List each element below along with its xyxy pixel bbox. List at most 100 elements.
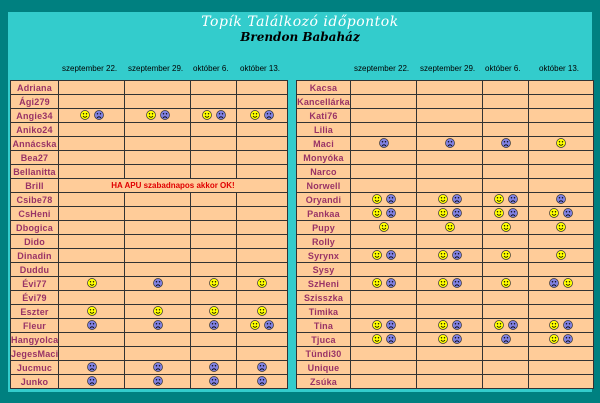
availability-cell <box>124 94 191 109</box>
sad-smiley-icon <box>500 334 511 345</box>
availability-cell <box>528 346 594 361</box>
availability-cell <box>528 80 594 95</box>
sad-smiley-icon <box>451 208 462 219</box>
availability-cell <box>416 150 483 165</box>
member-name: Kacsa <box>296 80 351 95</box>
availability-cell <box>416 290 483 305</box>
member-name: Kancellárka <box>296 94 351 109</box>
availability-cell <box>528 108 594 123</box>
right-schedule-table: Kacsa Kancellárka Kati76 Lilia Maci Monyóka Na… <box>296 80 594 389</box>
sad-smiley-icon <box>257 362 267 373</box>
sad-smiley-icon <box>86 362 97 373</box>
happy-smiley-icon <box>208 306 219 317</box>
table-row: Brill HA APU szabadnapos akkor OK! <box>10 178 288 193</box>
sad-smiley-icon <box>86 376 97 387</box>
happy-smiley-icon <box>493 320 504 331</box>
availability-cell <box>190 248 237 263</box>
table-row: Sysy <box>296 262 594 277</box>
availability-cell <box>482 262 529 277</box>
availability-cell <box>350 332 417 347</box>
availability-cell <box>350 206 417 221</box>
member-name: Eszter <box>10 304 59 319</box>
sad-smiley-icon <box>385 250 396 261</box>
availability-cell <box>350 164 417 179</box>
member-name: Dbogica <box>10 220 59 235</box>
sad-smiley-icon <box>208 362 219 373</box>
sad-smiley-icon <box>264 110 274 121</box>
availability-cell <box>482 192 529 207</box>
availability-cell <box>190 234 237 249</box>
availability-cell <box>416 360 483 375</box>
happy-smiley-icon <box>556 250 566 261</box>
sad-smiley-icon <box>385 320 396 331</box>
happy-smiley-icon <box>437 278 448 289</box>
sad-smiley-icon <box>159 110 170 121</box>
happy-smiley-icon <box>437 334 448 345</box>
availability-cell <box>482 108 529 123</box>
happy-smiley-icon <box>86 278 97 289</box>
availability-cell <box>190 206 237 221</box>
sad-smiley-icon <box>215 110 226 121</box>
sad-smiley-icon <box>208 320 219 331</box>
availability-cell <box>58 248 125 263</box>
member-name: Tjuca <box>296 332 351 347</box>
availability-cell <box>416 374 483 389</box>
table-row: Tina <box>296 318 594 333</box>
availability-cell <box>350 346 417 361</box>
availability-cell <box>190 276 237 291</box>
left-schedule-table: Adriana Ági279 Angie34 Aniko24 Annácska Bea27… <box>10 80 288 389</box>
member-name: Annácska <box>10 136 59 151</box>
page-subtitle: Brendon Babaház <box>240 30 360 44</box>
availability-cell <box>350 248 417 263</box>
availability-cell <box>190 136 237 151</box>
table-row: Hangyolca <box>10 332 288 347</box>
happy-smiley-icon <box>549 208 559 219</box>
availability-cell <box>416 248 483 263</box>
availability-cell <box>58 136 125 151</box>
availability-cell <box>528 164 594 179</box>
table-row: Jucmuc <box>10 360 288 375</box>
availability-cell <box>416 262 483 277</box>
availability-cell <box>236 164 288 179</box>
availability-cell <box>482 346 529 361</box>
availability-cell <box>236 304 288 319</box>
availability-cell <box>482 80 529 95</box>
happy-smiley-icon <box>208 278 219 289</box>
sad-smiley-icon <box>93 110 104 121</box>
member-name: Aniko24 <box>10 122 59 137</box>
availability-cell <box>416 206 483 221</box>
sad-smiley-icon <box>86 320 97 331</box>
table-row: Bellanitta <box>10 164 288 179</box>
happy-smiley-icon <box>437 208 448 219</box>
member-name: Lilia <box>296 122 351 137</box>
sad-smiley-icon <box>563 334 573 345</box>
availability-cell <box>236 360 288 375</box>
happy-smiley-icon <box>437 194 448 205</box>
availability-cell <box>124 332 191 347</box>
table-row: Narco <box>296 164 594 179</box>
availability-cell <box>528 178 594 193</box>
availability-cell <box>350 136 417 151</box>
availability-cell <box>124 262 191 277</box>
member-name: Hangyolca <box>10 332 59 347</box>
availability-cell <box>124 150 191 165</box>
availability-cell <box>58 276 125 291</box>
availability-cell <box>482 178 529 193</box>
sad-smiley-icon <box>378 138 389 149</box>
happy-smiley-icon <box>201 110 212 121</box>
availability-cell <box>236 220 288 235</box>
availability-cell <box>124 234 191 249</box>
availability-cell <box>58 220 125 235</box>
table-row: Norwell <box>296 178 594 193</box>
availability-cell <box>124 108 191 123</box>
availability-cell <box>528 192 594 207</box>
member-name: Ági279 <box>10 94 59 109</box>
availability-cell <box>58 94 125 109</box>
page-title: Topík Találkozó időpontok <box>201 14 399 30</box>
availability-cell <box>482 332 529 347</box>
availability-cell <box>236 136 288 151</box>
sad-smiley-icon <box>385 334 396 345</box>
availability-cell <box>528 206 594 221</box>
left-date-header-2: szeptember 29. <box>128 64 184 73</box>
availability-cell <box>236 234 288 249</box>
